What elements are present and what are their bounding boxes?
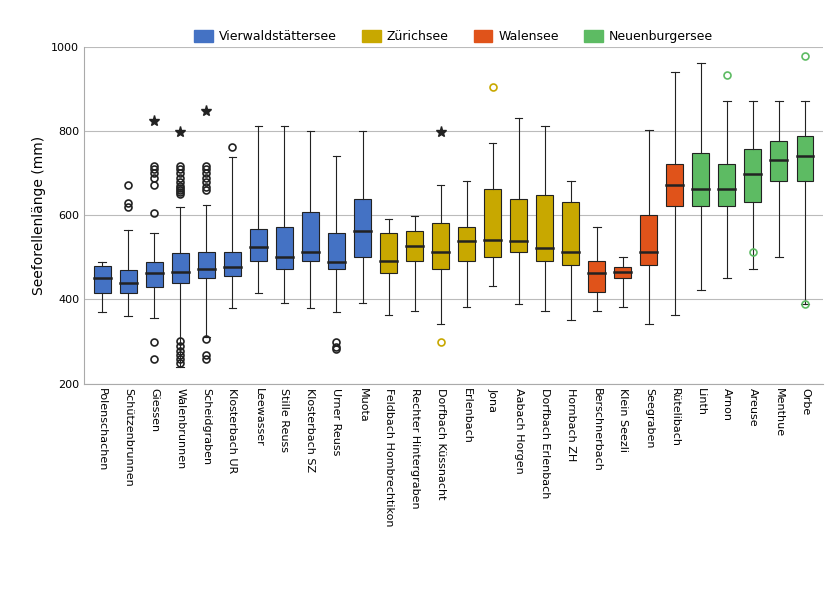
Bar — [354, 199, 371, 257]
Bar — [328, 233, 345, 269]
Bar — [276, 227, 293, 269]
Bar — [198, 253, 215, 278]
Bar — [172, 253, 189, 283]
Bar — [224, 253, 241, 276]
Bar — [692, 153, 709, 206]
Legend: Vierwaldstättersee, Zürichsee, Walensee, Neuenburgersee: Vierwaldstättersee, Zürichsee, Walensee,… — [190, 27, 717, 47]
Bar — [380, 233, 397, 273]
Bar — [458, 227, 475, 261]
Bar — [640, 215, 657, 265]
Y-axis label: Seeforellenlänge (mm): Seeforellenlänge (mm) — [32, 136, 45, 295]
Bar — [796, 136, 813, 181]
Bar — [536, 195, 554, 261]
Bar — [406, 231, 423, 261]
Bar — [250, 229, 267, 261]
Bar — [562, 202, 580, 265]
Bar — [302, 212, 319, 261]
Bar — [510, 199, 528, 253]
Bar — [588, 261, 605, 292]
Bar — [120, 270, 137, 293]
Bar — [770, 140, 787, 181]
Bar — [666, 164, 683, 206]
Bar — [718, 164, 735, 206]
Bar — [744, 149, 761, 202]
Bar — [146, 261, 163, 287]
Bar — [94, 266, 111, 293]
Bar — [432, 223, 449, 269]
Bar — [614, 267, 631, 277]
Bar — [484, 189, 501, 257]
